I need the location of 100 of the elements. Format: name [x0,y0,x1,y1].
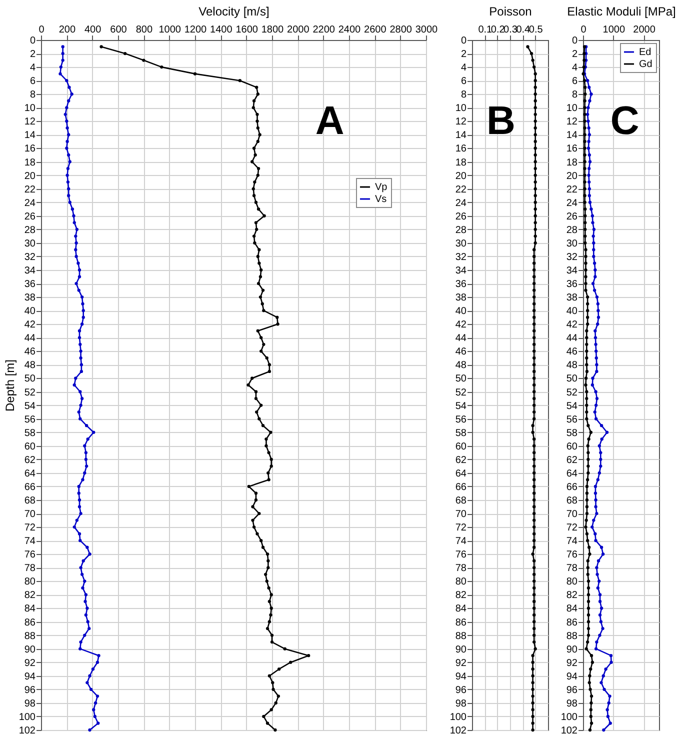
y-tick-label: 72 [455,522,467,534]
x-tick-label: 1000 [158,24,182,36]
y-tick-label: 16 [455,144,467,155]
x-tick-label: 600 [110,24,128,36]
y-tick-label: 36 [455,279,467,290]
y-tick-label: 94 [455,671,467,682]
y-tick-label: 58 [455,428,467,439]
y-tick-label: 42 [566,320,578,331]
y-tick-label: 82 [24,590,36,602]
y-tick-label: 96 [24,684,36,696]
y-tick-label: 58 [566,428,578,439]
y-tick-label: 50 [566,374,578,385]
y-tick-label: 8 [460,90,467,101]
x-tick-label: 2000 [287,24,310,36]
y-tick-label: 14 [566,130,578,142]
y-tick-label: 8 [572,90,578,101]
legend-label: Vs [375,194,387,205]
y-tick-label: 52 [455,387,467,398]
x-axis-title: Elastic Moduli [MPa] [567,4,676,18]
x-tick-label: 400 [84,24,102,36]
y-tick-label: 88 [566,630,578,642]
y-tick-label: 0 [460,36,467,46]
y-tick-label: 40 [24,306,36,318]
y-tick-label: 10 [566,103,578,114]
y-tick-label: 12 [566,116,578,128]
y-tick-label: 90 [566,644,578,656]
y-tick-label: 48 [24,360,36,372]
annotation: C [610,99,640,143]
y-tick-label: 26 [566,211,578,222]
y-tick-label: 78 [455,563,467,574]
y-tick-label: 82 [455,590,467,602]
y-tick-label: 80 [24,576,36,588]
y-tick-label: 44 [455,333,467,344]
y-tick-label: 48 [455,360,467,372]
y-tick-label: 54 [24,400,36,412]
y-tick-label: 22 [566,184,578,196]
y-tick-label: 76 [24,550,36,561]
y-tick-label: 34 [24,266,36,276]
x-tick-label: 1400 [210,24,233,36]
x-tick-label: 3000 [415,24,438,36]
y-tick-label: 86 [566,617,578,628]
y-tick-label: 46 [455,346,467,358]
y-tick-label: 24 [455,198,467,209]
y-tick-label: 14 [24,130,36,142]
x-tick-label: 0 [38,24,45,36]
y-tick-label: 84 [566,604,578,615]
x-tick-label: 1000 [602,24,626,36]
x-tick-label: 200 [58,24,76,36]
y-tick-label: 92 [455,658,467,669]
y-tick-label: 24 [566,198,578,209]
y-tick-label: 28 [566,224,578,236]
y-tick-label: 38 [566,292,578,304]
y-tick-label: 18 [24,157,36,168]
y-tick-label: 26 [455,211,467,222]
y-tick-label: 64 [24,468,36,480]
y-tick-label: 100 [18,712,36,723]
x-tick-label: 1800 [261,24,284,36]
y-tick-label: 32 [566,252,578,263]
y-tick-label: 38 [24,292,36,304]
y-tick-label: 4 [572,62,578,74]
y-tick-label: 72 [24,522,36,534]
y-tick-label: 58 [24,428,36,439]
y-axis-title: Depth [m] [2,359,17,412]
y-tick-label: 22 [455,184,467,196]
y-tick-label: 76 [455,550,467,561]
y-tick-label: 40 [455,306,467,318]
y-tick-label: 66 [566,482,578,493]
y-tick-label: 8 [30,90,36,101]
y-tick-label: 60 [455,441,467,452]
y-tick-label: 86 [24,617,36,628]
y-tick-label: 68 [566,496,578,506]
y-tick-label: 76 [566,550,578,561]
y-tick-label: 10 [24,103,36,114]
y-tick-label: 74 [566,536,578,548]
y-tick-label: 0 [572,36,578,46]
y-tick-label: 6 [460,76,467,88]
y-tick-label: 26 [24,211,36,222]
y-tick-label: 14 [455,130,467,142]
y-tick-label: 100 [560,712,578,723]
y-tick-label: 64 [566,468,578,480]
y-tick-label: 6 [572,76,578,88]
x-axis-title: Velocity [m/s] [198,4,270,18]
y-tick-label: 88 [455,630,467,642]
y-tick-label: 80 [566,576,578,588]
y-tick-label: 54 [566,400,578,412]
y-tick-label: 78 [24,563,36,574]
y-tick-label: 96 [455,684,467,696]
y-tick-label: 92 [24,658,36,669]
y-tick-label: 46 [566,346,578,358]
legend-label: Vp [375,182,388,193]
y-tick-label: 72 [566,522,578,534]
x-axis-title: Poisson [489,4,532,18]
y-tick-label: 56 [24,414,36,426]
y-tick-label: 56 [566,414,578,426]
x-tick-label: 800 [136,24,153,36]
y-tick-label: 92 [566,658,578,669]
x-tick-label: 2400 [338,24,362,36]
y-tick-label: 2 [572,49,578,60]
y-tick-label: 46 [24,346,36,358]
y-tick-label: 98 [455,698,467,710]
